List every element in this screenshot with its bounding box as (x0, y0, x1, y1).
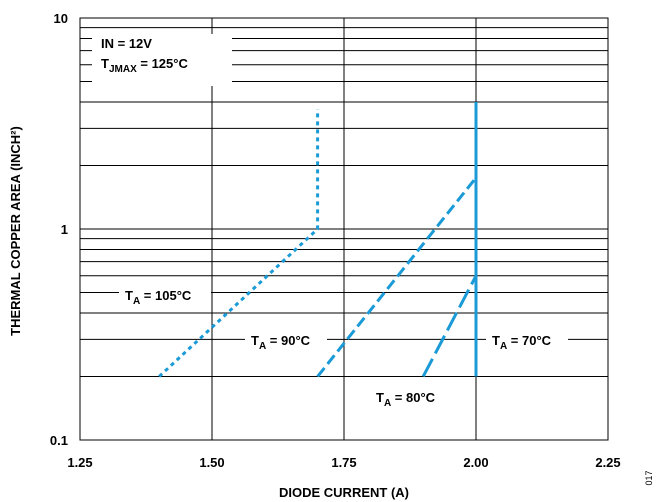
y-tick-label: 10 (54, 11, 68, 26)
conditions-box-bg (92, 34, 232, 86)
plot-frame (79, 17, 609, 441)
label-ta-90: TA = 90°C (251, 333, 311, 352)
y-axis-title: THERMAL COPPER AREA (INCH²) (8, 126, 23, 336)
x-tick-label: 1.25 (67, 455, 92, 470)
x-tick-label: 1.75 (331, 455, 356, 470)
label-ta-105: TA = 105°C (125, 288, 192, 307)
y-tick-label: 0.1 (50, 433, 68, 448)
condition-tjmax: TJMAX = 125°C (101, 56, 188, 75)
label-ta-80: TA = 80°C (376, 390, 436, 409)
x-tick-label: 2.25 (595, 455, 620, 470)
grid (80, 18, 608, 440)
condition-in: IN = 12V (101, 36, 152, 51)
figure-id: 017 (644, 470, 654, 485)
x-axis-title: DIODE CURRENT (A) (279, 485, 409, 500)
label-ta-80-bg (370, 388, 452, 408)
y-tick-label: 1 (61, 222, 68, 237)
label-ta-105-bg (119, 286, 211, 306)
series-line-0 (158, 109, 320, 378)
x-tick-label: 1.50 (199, 455, 224, 470)
series-layer (158, 101, 478, 378)
labels-layer: IN = 12V TJMAX = 125°C TA = 105°C TA = 90°C… (92, 34, 568, 409)
label-ta-70: TA = 70°C (492, 333, 552, 352)
label-ta-70-bg (486, 331, 568, 351)
tick-labels: 1.25 1.50 1.75 2.00 2.25 0.1 1 10 (50, 11, 621, 470)
x-tick-label: 2.00 (463, 455, 488, 470)
label-ta-90-bg (245, 331, 327, 351)
series-line-2 (421, 275, 478, 378)
series-line-1 (316, 176, 478, 378)
